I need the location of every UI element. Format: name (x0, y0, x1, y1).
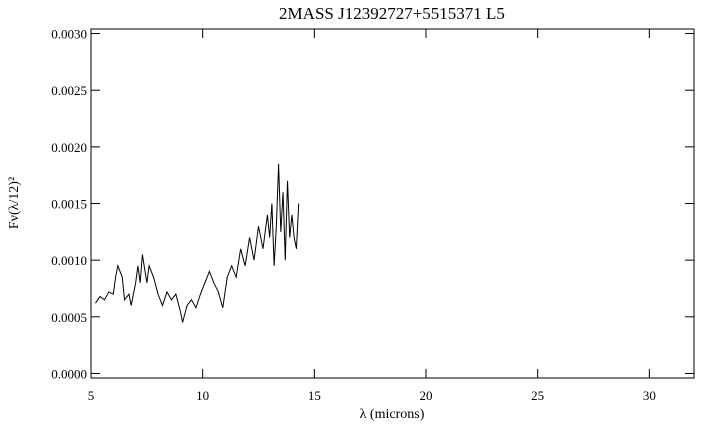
x-tick-label: 15 (308, 388, 321, 403)
y-tick-label: 0.0025 (51, 83, 87, 98)
y-tick-label: 0.0015 (51, 197, 87, 212)
spectrum-line (95, 163, 300, 323)
x-tick-label: 5 (88, 388, 95, 403)
y-tick-label: 0.0005 (51, 310, 87, 325)
y-tick-label: 0.0020 (51, 140, 87, 155)
x-tick-label: 20 (420, 388, 433, 403)
x-tick-label: 10 (196, 388, 209, 403)
x-tick-label: 25 (531, 388, 544, 403)
y-tick-label: 0.0030 (51, 27, 87, 42)
x-tick-label: 30 (643, 388, 656, 403)
plot-frame (90, 28, 695, 379)
y-tick-label: 0.0010 (51, 253, 87, 268)
y-tick-label: 0.0000 (51, 366, 87, 381)
chart-title: 2MASS J12392727+5515371 L5 (279, 4, 505, 23)
x-axis-label: λ (microns) (360, 407, 425, 422)
y-axis-label: Fν(λ/12)² (7, 177, 22, 229)
